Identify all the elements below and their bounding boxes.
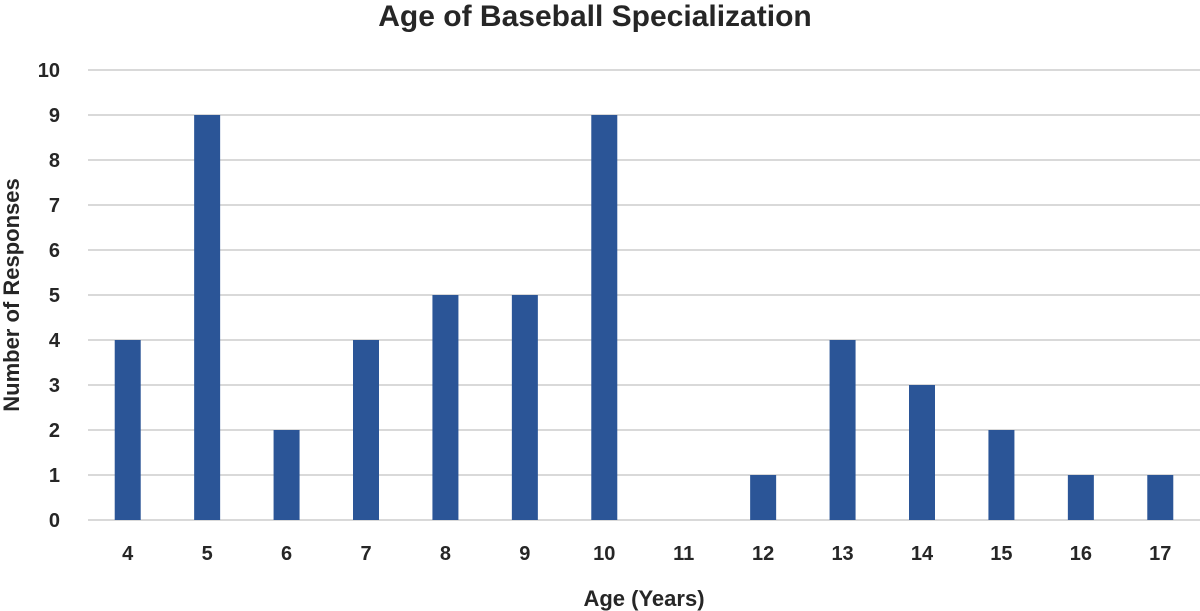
- y-tick-label: 6: [49, 240, 60, 262]
- bar-age-9: [511, 295, 538, 520]
- bar-age-4: [114, 340, 141, 520]
- y-tick-label: 4: [49, 330, 61, 352]
- x-axis-ticks: 4 5 6 7 8 9 10 11 12 13 14 15 16 17: [122, 543, 1171, 565]
- chart-title: Age of Baseball Specialization: [378, 0, 811, 33]
- y-tick-label: 3: [49, 375, 60, 397]
- x-tick-label: 11: [673, 543, 694, 565]
- y-tick-label: 1: [49, 465, 60, 487]
- x-tick-label: 14: [911, 543, 934, 565]
- bar-age-7: [353, 340, 379, 520]
- bar-age-13: [829, 340, 856, 520]
- bar-age-6: [273, 430, 300, 520]
- bar-age-10: [591, 115, 618, 520]
- bar-age-8: [432, 295, 459, 520]
- y-tick-label: 0: [49, 510, 60, 532]
- y-tick-label: 5: [49, 285, 60, 307]
- bar-age-16: [1067, 475, 1094, 520]
- y-tick-label: 9: [49, 105, 60, 127]
- x-tick-label: 8: [440, 543, 451, 565]
- bar-age-17: [1147, 475, 1174, 520]
- x-tick-label: 13: [831, 543, 853, 565]
- x-tick-label: 10: [593, 543, 615, 565]
- bar-age-14: [909, 385, 935, 520]
- y-tick-label: 2: [49, 420, 60, 442]
- x-tick-label: 17: [1149, 543, 1171, 565]
- x-tick-label: 4: [122, 543, 134, 565]
- y-tick-label: 8: [49, 150, 60, 172]
- y-axis-ticks: 0 1 2 3 4 5 6 7 8 9 10: [38, 60, 61, 532]
- bar-age-5: [194, 115, 221, 520]
- x-tick-label: 15: [990, 543, 1012, 565]
- x-tick-label: 5: [202, 543, 213, 565]
- x-tick-label: 6: [281, 543, 292, 565]
- x-tick-label: 7: [360, 543, 371, 565]
- x-tick-label: 9: [519, 543, 530, 565]
- x-axis-label: Age (Years): [583, 586, 704, 611]
- y-tick-label: 10: [38, 60, 60, 82]
- bar-age-15: [988, 430, 1015, 520]
- x-tick-label: 12: [752, 543, 774, 565]
- y-tick-label: 7: [49, 195, 60, 217]
- gridlines: [88, 69, 1200, 521]
- y-axis-label: Number of Responses: [0, 178, 24, 412]
- x-tick-label: 16: [1070, 543, 1092, 565]
- bar-age-12: [750, 475, 777, 520]
- bars: [114, 115, 1174, 520]
